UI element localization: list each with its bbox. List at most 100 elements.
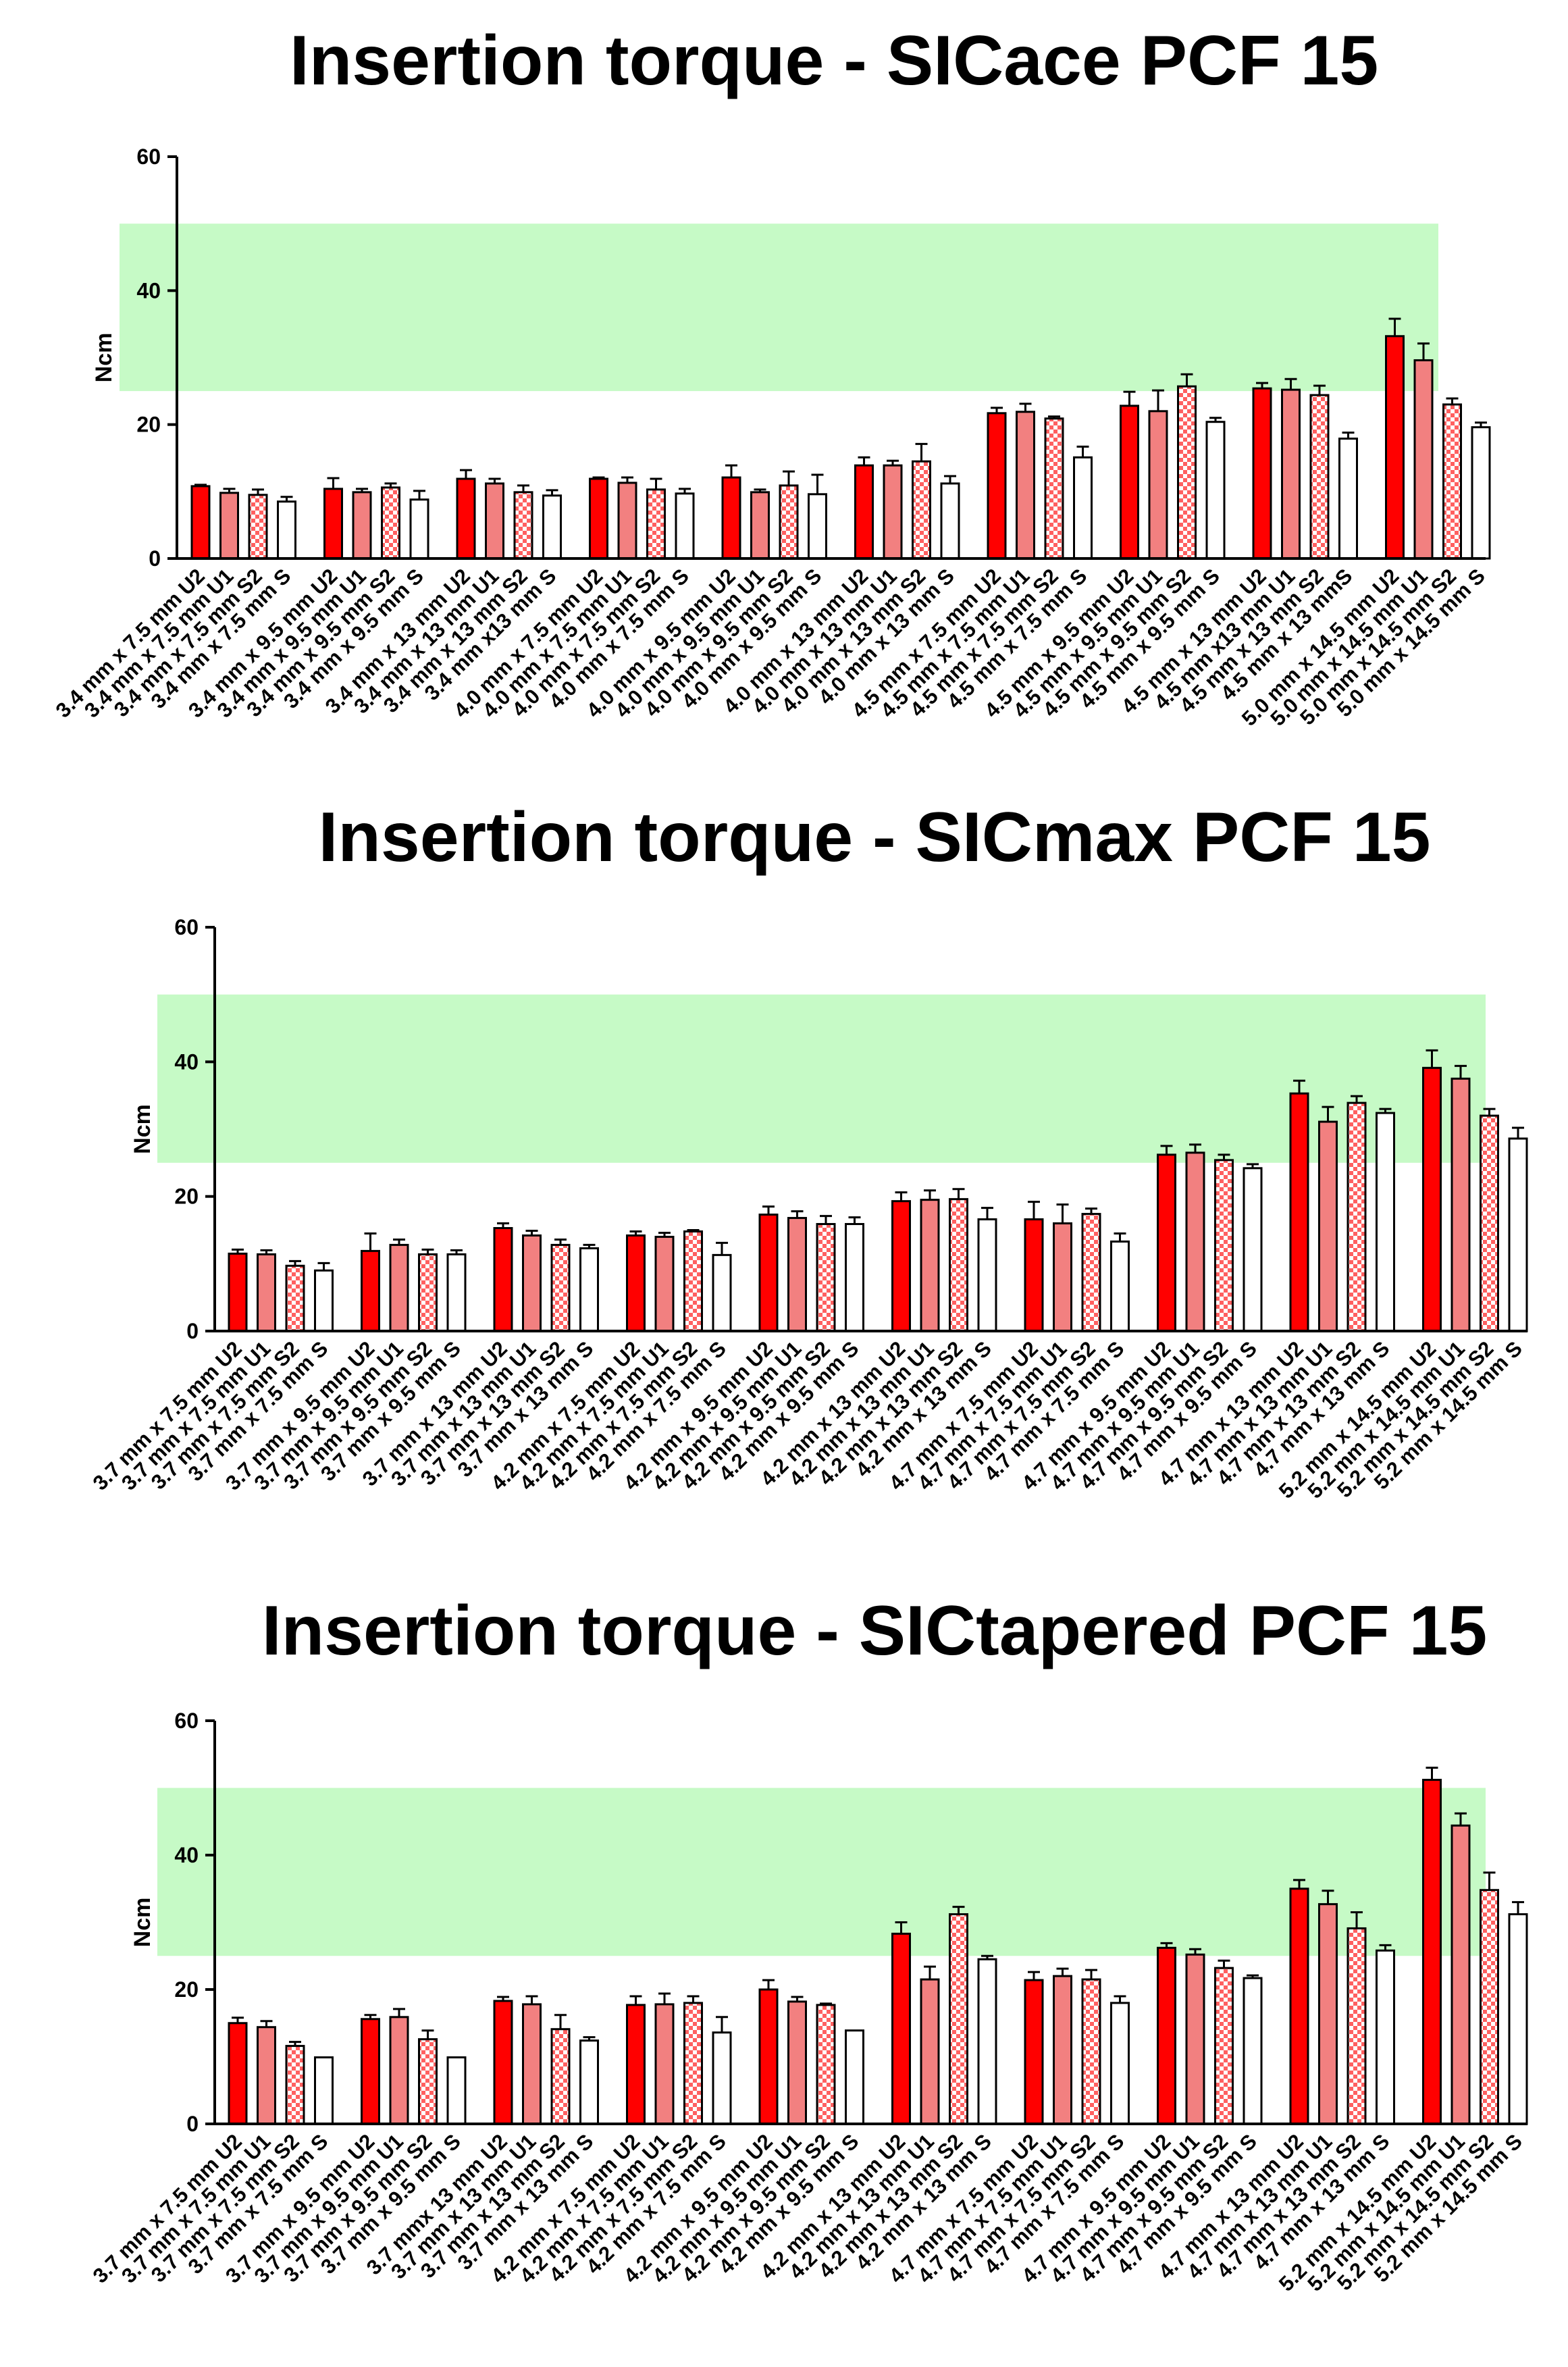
bar bbox=[1471, 426, 1491, 560]
y-tick-label: 40 bbox=[136, 278, 161, 303]
bar bbox=[381, 486, 400, 560]
y-axis-label: Ncm bbox=[91, 333, 117, 383]
bar bbox=[1338, 437, 1358, 560]
bar bbox=[522, 2003, 542, 2125]
bar bbox=[1157, 1153, 1176, 1332]
bar bbox=[1480, 1114, 1499, 1332]
bar bbox=[675, 492, 695, 560]
bar bbox=[683, 1230, 703, 1332]
bar bbox=[1024, 1218, 1044, 1332]
bar bbox=[1024, 1979, 1044, 2125]
bar bbox=[285, 1264, 305, 1332]
bar bbox=[787, 2000, 807, 2125]
chart-title: Insertion torque - SICace PCF 15 bbox=[290, 22, 1378, 100]
bar bbox=[361, 1249, 380, 1332]
bar bbox=[1508, 1137, 1528, 1332]
y-tick-label: 20 bbox=[174, 1185, 199, 1209]
bar bbox=[779, 484, 799, 560]
bar bbox=[314, 2056, 334, 2125]
bar bbox=[550, 1243, 571, 1332]
chart-sicmax: Insertion torque - SICmax PCF 15 3.7 mm … bbox=[88, 798, 1528, 1503]
target-band bbox=[120, 224, 1438, 392]
bar bbox=[579, 1247, 599, 1332]
bar bbox=[1376, 1949, 1395, 2125]
y-tick-label: 0 bbox=[149, 546, 161, 571]
y-tick-label: 20 bbox=[136, 413, 161, 437]
bar bbox=[257, 2026, 276, 2125]
bar bbox=[285, 2045, 305, 2125]
bar bbox=[1318, 1903, 1338, 2125]
bar bbox=[1413, 359, 1434, 560]
bar bbox=[1451, 1077, 1471, 1332]
chart-sicace: Insertion torque - SICace PCF 15 3.4 mm … bbox=[51, 22, 1491, 731]
y-tick-label: 20 bbox=[174, 1977, 199, 2002]
bar bbox=[589, 477, 608, 560]
bar bbox=[1053, 1975, 1072, 2125]
bar bbox=[758, 1988, 779, 2125]
bar bbox=[418, 2038, 438, 2125]
bar bbox=[522, 1234, 542, 1332]
bar bbox=[1289, 1888, 1309, 2125]
bar bbox=[277, 500, 296, 560]
bar bbox=[977, 1958, 997, 2125]
target-band bbox=[157, 1788, 1486, 1956]
bar bbox=[323, 488, 343, 560]
bar bbox=[389, 1243, 409, 1332]
bar bbox=[758, 1214, 779, 1332]
bar bbox=[228, 1252, 248, 1332]
bar bbox=[352, 491, 372, 560]
bar bbox=[389, 2016, 409, 2125]
y-axis-label: Ncm bbox=[130, 1898, 155, 1948]
bar bbox=[446, 2056, 467, 2125]
bar bbox=[1016, 411, 1035, 560]
bar bbox=[1252, 387, 1272, 560]
bar bbox=[1073, 456, 1093, 560]
bar bbox=[1281, 388, 1301, 560]
bar bbox=[816, 2004, 836, 2125]
y-tick-label: 60 bbox=[136, 145, 161, 169]
bar bbox=[1081, 1213, 1101, 1332]
bar bbox=[1157, 1946, 1176, 2125]
bar bbox=[845, 2029, 864, 2125]
bar bbox=[1120, 405, 1139, 560]
bar bbox=[1205, 421, 1226, 560]
bar bbox=[1177, 385, 1197, 560]
bar bbox=[409, 498, 429, 560]
bar bbox=[1053, 1222, 1072, 1332]
bar bbox=[912, 460, 931, 560]
bar bbox=[883, 464, 903, 560]
bar bbox=[248, 494, 268, 560]
bar bbox=[1214, 1159, 1234, 1332]
bar bbox=[891, 1200, 911, 1332]
bar bbox=[542, 494, 562, 560]
y-tick-label: 40 bbox=[174, 1049, 199, 1074]
bar bbox=[787, 1217, 807, 1332]
bar bbox=[654, 2003, 675, 2125]
bar bbox=[314, 1269, 334, 1332]
bar bbox=[257, 1253, 276, 1332]
bar bbox=[190, 485, 211, 560]
bar bbox=[579, 2039, 599, 2125]
target-band bbox=[157, 994, 1486, 1163]
bar bbox=[808, 493, 827, 560]
y-tick-label: 40 bbox=[174, 1843, 199, 1867]
bar bbox=[418, 1253, 438, 1332]
bar bbox=[1289, 1092, 1309, 1332]
bar bbox=[1081, 1978, 1101, 2125]
bar bbox=[219, 492, 239, 560]
bar bbox=[1110, 2002, 1130, 2125]
bar bbox=[940, 482, 960, 560]
bar bbox=[891, 1932, 911, 2125]
bar bbox=[977, 1218, 997, 1332]
bar bbox=[949, 1913, 968, 2125]
bar bbox=[617, 482, 637, 560]
bar bbox=[1309, 394, 1330, 560]
bar bbox=[456, 477, 476, 560]
bar bbox=[485, 482, 504, 560]
bar bbox=[626, 1234, 646, 1332]
bar bbox=[816, 1223, 836, 1332]
bar bbox=[550, 2028, 571, 2125]
bar bbox=[493, 2000, 513, 2125]
bar bbox=[683, 2002, 703, 2125]
